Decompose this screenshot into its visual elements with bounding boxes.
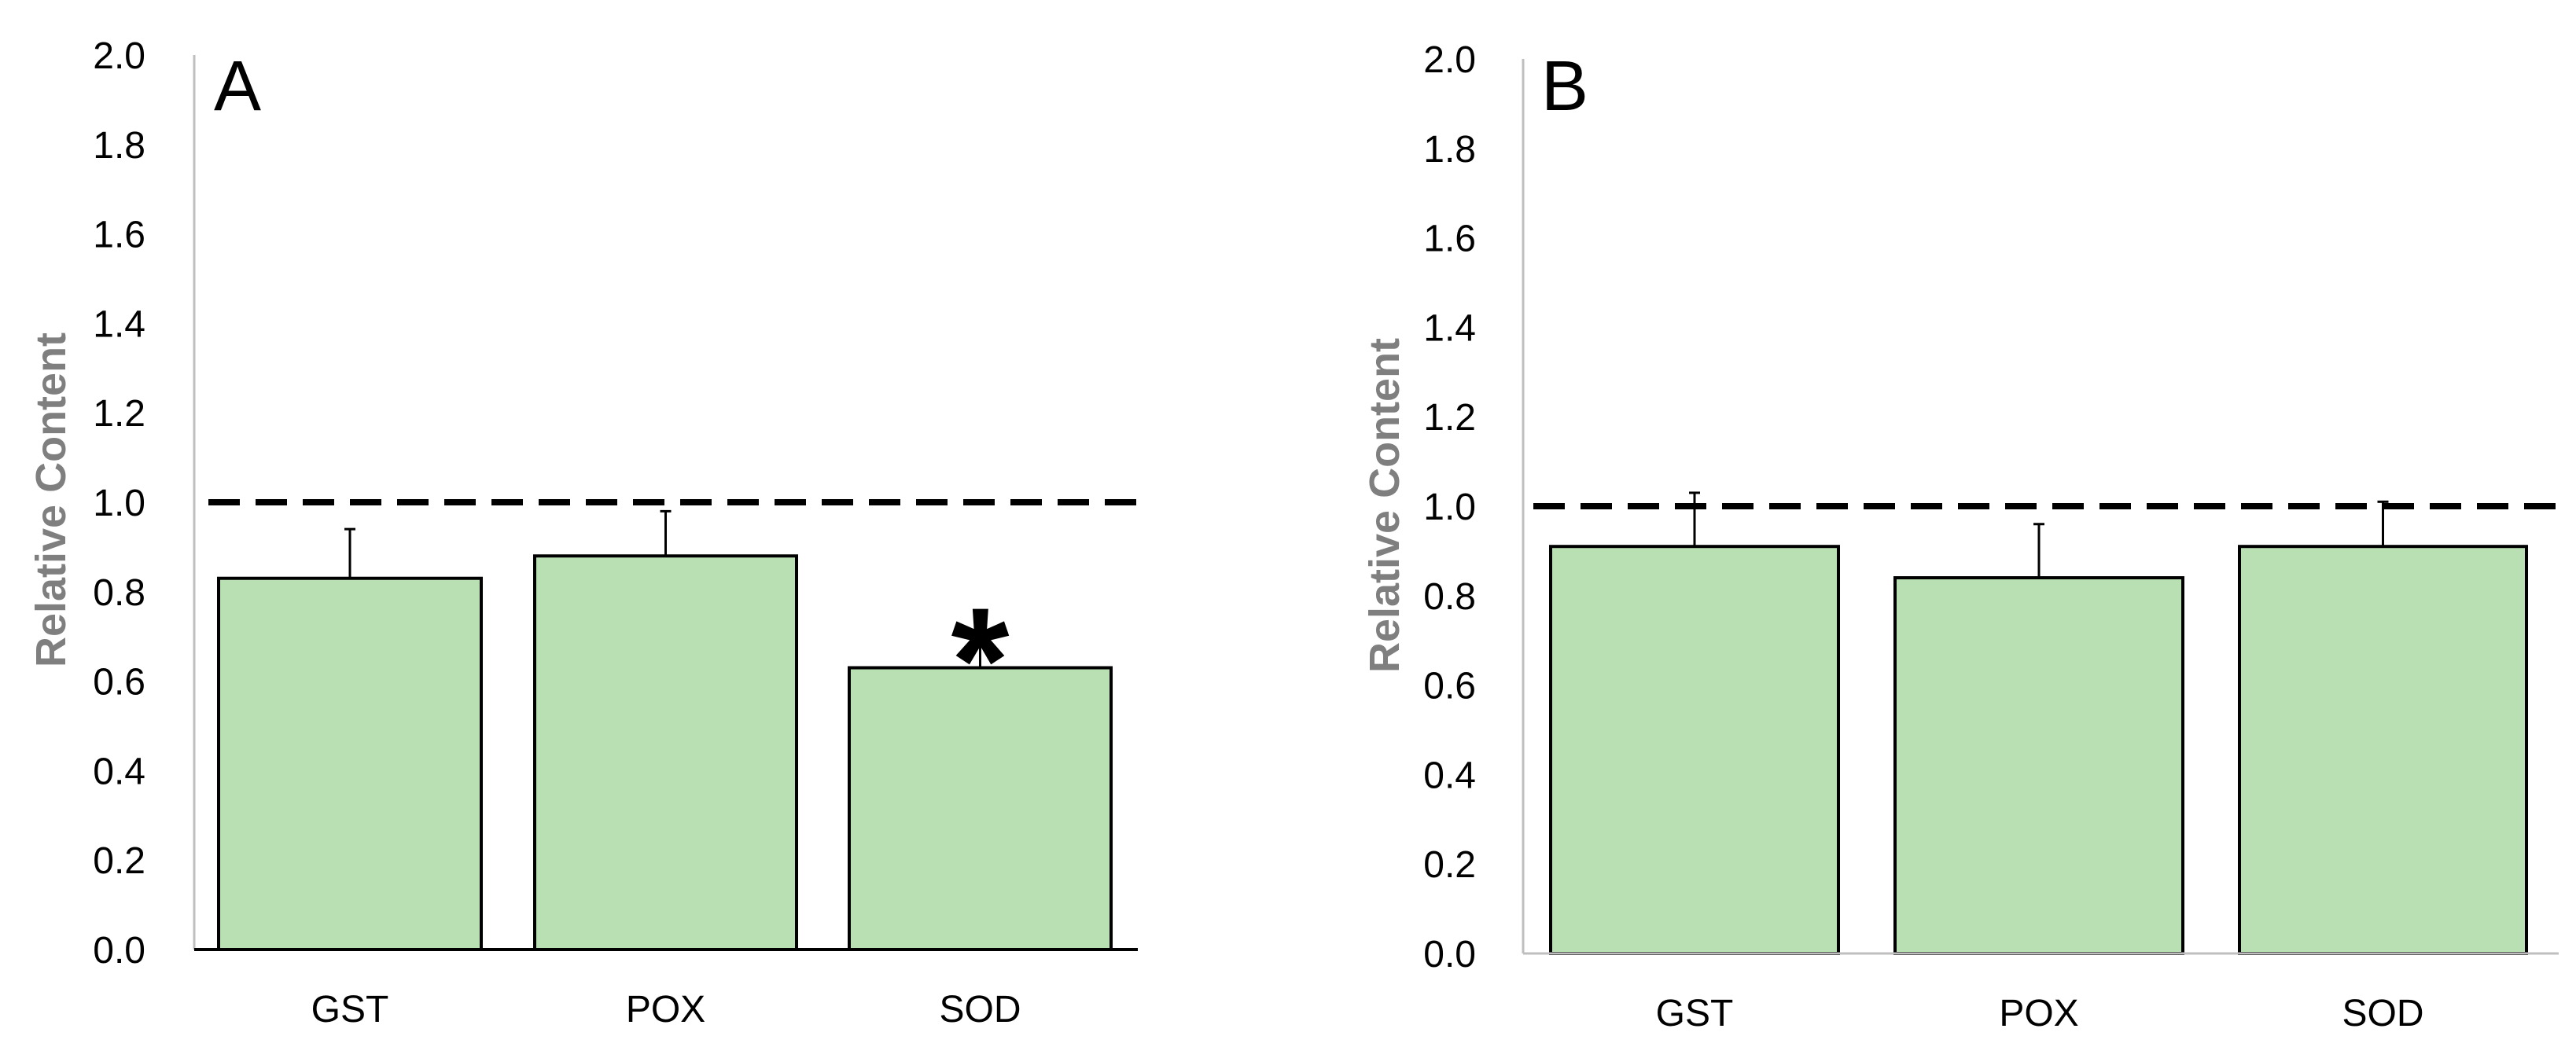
panel-a-y-tick-label: 1.0: [93, 483, 145, 524]
panel-b-y-axis-title: Relative Content: [1361, 338, 1408, 673]
panel-a-y-tick-label: 2.0: [93, 35, 145, 77]
panel-a-y-tick-label: 1.6: [93, 215, 145, 256]
panel-a-bar-pox: [533, 554, 798, 952]
panel-b-category-label: POX: [1999, 993, 2078, 1034]
panel-b-y-tick-label: 1.0: [1423, 487, 1476, 528]
panel-a-y-tick-label: 0.0: [93, 930, 145, 972]
panel-b-bar-gst: [1549, 545, 1840, 955]
panel-b-y-tick-label: 1.4: [1423, 307, 1476, 349]
panel-b-y-tick-label: 1.2: [1423, 397, 1476, 439]
panel-b-bar-pox: [1893, 576, 2184, 955]
panel-a-category-label: GST: [311, 989, 389, 1030]
panel-b-bar-sod: [2238, 545, 2528, 955]
panel-a-y-tick-label: 0.6: [93, 662, 145, 703]
panel-a-y-tick-label: 0.4: [93, 751, 145, 792]
panel-b-y-tick-label: 0.2: [1423, 844, 1476, 886]
panel-a-y-tick-label: 1.8: [93, 125, 145, 167]
panel-b-label: B: [1541, 47, 1588, 126]
panel-b-y-tick-label: 0.6: [1423, 666, 1476, 707]
panel-a-significance-marker: *: [951, 577, 1010, 744]
panel-a-y-tick-label: 1.4: [93, 303, 145, 345]
panel-b-y-tick-label: 0.4: [1423, 755, 1476, 796]
panel-b-y-tick-label: 0.0: [1423, 934, 1476, 975]
panel-a-y-axis-title: Relative Content: [28, 332, 75, 667]
panel-a-label: A: [214, 47, 261, 126]
panel-b-category-label: GST: [1656, 993, 1734, 1034]
chart-panel-a: A Relative Content 0.0 0.2 0.4 0.6 0.8 1.0 1.2…: [28, 35, 1148, 1030]
panel-b-y-tick-label: 2.0: [1423, 39, 1476, 81]
chart-panel-b: B Relative Content 0.0 0.2 0.4 0.6 0.8 1.0 1.2…: [1361, 39, 2563, 1034]
panel-a-y-tick-label: 0.2: [93, 840, 145, 882]
panel-b-y-tick-label: 0.8: [1423, 576, 1476, 618]
panel-a-category-label: POX: [626, 989, 705, 1030]
panel-a-category-label: SOD: [939, 989, 1021, 1030]
panel-a-y-tick-label: 1.2: [93, 393, 145, 435]
panel-b-y-tick-label: 1.8: [1423, 129, 1476, 171]
panel-a-bar-gst: [217, 576, 483, 951]
panel-a-y-tick-label: 0.8: [93, 572, 145, 614]
panel-b-category-label: SOD: [2342, 993, 2423, 1034]
panel-b-y-tick-label: 1.6: [1423, 219, 1476, 260]
